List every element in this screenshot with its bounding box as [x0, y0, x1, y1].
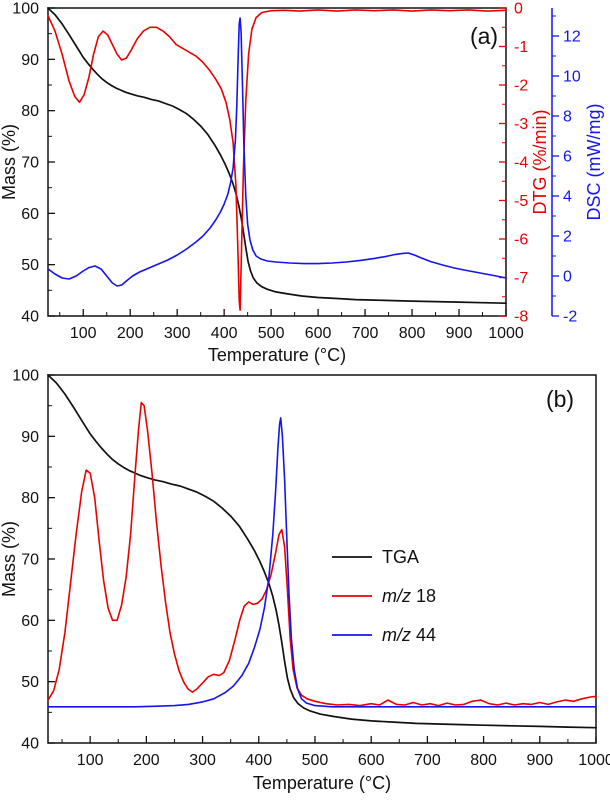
panel-a-chart: 100 200 300 400 500 600 700 800 900 1000Temperatu…	[0, 1, 604, 366]
x-tick-label: 500	[302, 752, 329, 769]
series-tga	[47, 7, 507, 305]
panel-label: (b)	[546, 386, 574, 412]
series-dtg	[47, 9, 507, 312]
x-tick-label: 200	[117, 325, 144, 342]
x-axis-title: Temperature (°C)	[208, 345, 346, 365]
mass-axis: 40 50 60 70 80 90 100 Mass (%)	[0, 1, 55, 326]
x-tick-label: 800	[470, 752, 497, 769]
mass-tick-label: 90	[21, 429, 39, 446]
x-tick-label: 900	[526, 752, 553, 769]
dtg-tick-label: -7	[514, 270, 528, 287]
x-tick-label: 100	[70, 325, 97, 342]
mass-tick-label: 60	[21, 613, 39, 630]
x-tick-label: 700	[414, 752, 441, 769]
dsc-axis: -2 0 2 4 6 8 10 12 DSC (mW/mg)	[551, 8, 604, 326]
x-tick-label: 600	[358, 752, 385, 769]
mass-tick-label: 50	[21, 674, 39, 691]
dtg-tick-label: -6	[514, 232, 528, 249]
mass-tick-label: 90	[21, 52, 39, 69]
x-axis: 100 200 300 400 500 600 700 800 900 1000 Temperatu…	[61, 736, 610, 793]
dsc-tick-label: 12	[563, 29, 581, 46]
legend: TGA m/z 18 m/z 44	[332, 547, 436, 645]
dtg-tick-label: -5	[514, 193, 528, 210]
x-tick-label: 800	[399, 325, 426, 342]
panel-b-chart: 100 200 300 400 500 600 700 800 900 1000 Temperatu…	[0, 368, 610, 794]
dtg-tick-label: 0	[514, 1, 523, 18]
x-tick-label: 1000	[578, 752, 610, 769]
legend-label: TGA	[382, 547, 419, 567]
x-tick-label: 900	[446, 325, 473, 342]
mass-tick-label: 100	[12, 368, 39, 385]
plot-border	[47, 374, 597, 744]
dtg-tick-label: -4	[514, 155, 528, 172]
mass-tick-label: 40	[21, 309, 39, 326]
dtg-axis-title: DTG (%/min)	[530, 110, 550, 215]
x-tick-label: 300	[189, 752, 216, 769]
x-tick-label: 500	[258, 325, 285, 342]
dsc-axis-title: DSC (mW/mg)	[584, 104, 604, 221]
mass-tick-label: 100	[12, 1, 39, 18]
dsc-tick-label: 0	[563, 269, 572, 286]
panel-label: (a)	[470, 23, 498, 49]
x-axis-title: Temperature (°C)	[253, 773, 391, 793]
x-tick-label: 400	[245, 752, 272, 769]
x-tick-label: 200	[133, 752, 160, 769]
x-tick-label: 600	[305, 325, 332, 342]
mass-axis-title: Mass (%)	[0, 124, 19, 200]
dtg-axis: 0 -1 -2 -3 -4 -5 -6 -7 -8 DTG (%/min)	[499, 1, 550, 326]
x-tick-label: 1000	[488, 325, 524, 342]
dsc-tick-label: 4	[563, 189, 572, 206]
dtg-tick-label: -2	[514, 78, 528, 95]
mass-tick-label: 50	[21, 257, 39, 274]
dtg-tick-label: -8	[514, 309, 528, 326]
dsc-tick-label: 2	[563, 229, 572, 246]
mass-tick-label: 70	[21, 552, 39, 569]
mass-axis-title: Mass (%)	[0, 521, 19, 597]
legend-label: m/z 44	[382, 625, 436, 645]
mass-tick-label: 70	[21, 155, 39, 172]
mass-tick-label: 80	[21, 490, 39, 507]
legend-label: m/z 18	[382, 586, 436, 606]
dtg-tick-label: -1	[514, 39, 528, 56]
series-m-z-44	[47, 417, 597, 708]
series-dsc	[47, 17, 507, 287]
dsc-tick-label: 6	[563, 149, 572, 166]
mass-tick-label: 80	[21, 103, 39, 120]
dsc-tick-label: 10	[563, 69, 581, 86]
x-tick-label: 700	[352, 325, 379, 342]
dsc-tick-label: -2	[563, 309, 577, 326]
x-tick-label: 100	[77, 752, 104, 769]
x-tick-label: 300	[164, 325, 191, 342]
x-axis: 100 200 300 400 500 600 700 800 900 1000 Temperatu…	[59, 309, 524, 365]
series-m-z-18	[47, 401, 597, 707]
mass-tick-label: 40	[21, 736, 39, 753]
x-tick-label: 400	[211, 325, 238, 342]
series-tga	[47, 374, 597, 729]
dsc-tick-label: 8	[563, 109, 572, 126]
mass-axis: 40 50 60 70 80 90 100 Mass (%)	[0, 368, 55, 753]
dtg-tick-label: -3	[514, 116, 528, 133]
mass-tick-label: 60	[21, 206, 39, 223]
